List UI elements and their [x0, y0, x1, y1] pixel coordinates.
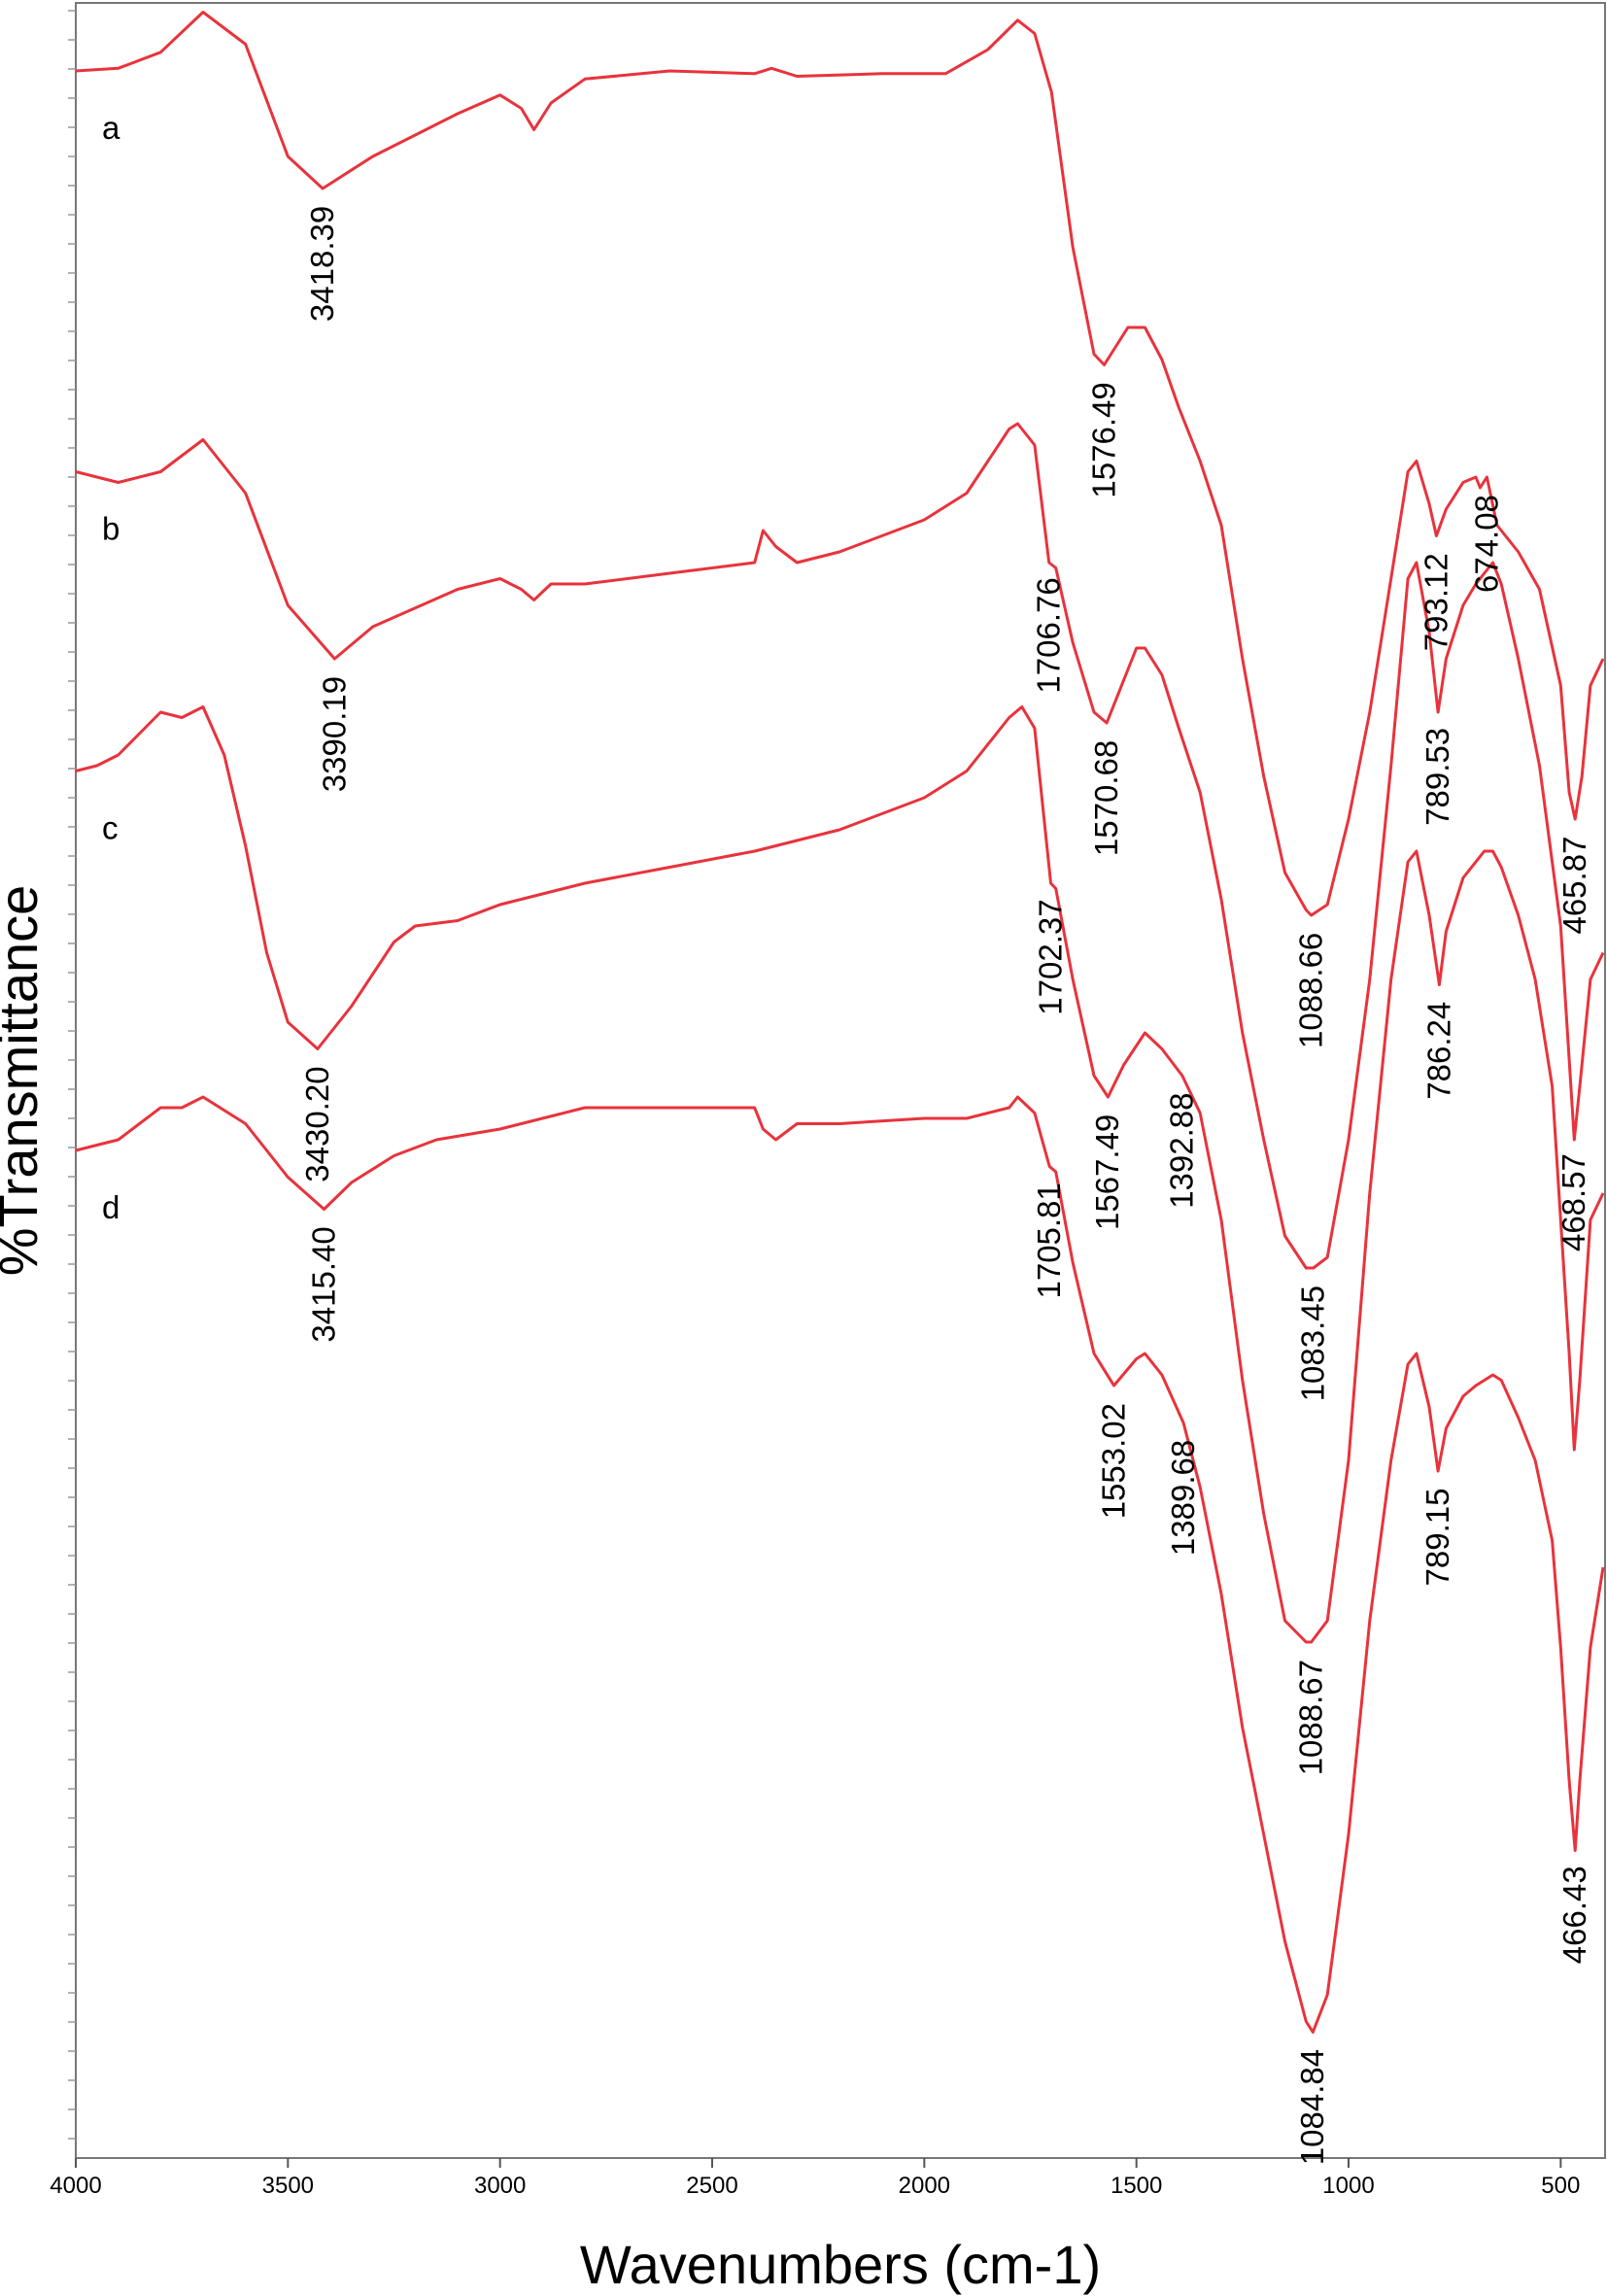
- spectrum-label-a: a: [102, 110, 120, 146]
- spectrum-line-b: [75, 422, 1605, 1270]
- x-axis-title: Wavenumbers (cm-1): [580, 2234, 1101, 2295]
- spectrum-label-d: d: [102, 1189, 120, 1225]
- peak-label: 1567.49: [1089, 1114, 1125, 1230]
- peak-label: 1392.88: [1163, 1093, 1199, 1209]
- spectrum-line-d: [75, 1095, 1605, 2034]
- peak-label: 789.53: [1419, 728, 1455, 826]
- x-tick-label: 3000: [474, 2173, 526, 2199]
- peak-label: 1553.02: [1096, 1403, 1132, 1519]
- peak-label: 1083.45: [1295, 1285, 1331, 1401]
- x-tick-label: 2000: [899, 2173, 950, 2199]
- peak-label: 793.12: [1418, 553, 1453, 651]
- x-tick-label: 3500: [262, 2173, 314, 2199]
- peak-label: 1705.81: [1031, 1182, 1067, 1298]
- peak-label: 786.24: [1420, 1002, 1456, 1100]
- peak-label: 789.15: [1419, 1489, 1455, 1587]
- spectrum-labels: a b c d: [102, 110, 120, 1225]
- y-axis-title: %Transmittance: [0, 885, 49, 1277]
- peak-label: 1088.67: [1292, 1660, 1328, 1775]
- peak-label: 1570.68: [1088, 740, 1124, 856]
- x-tick-label: 1000: [1322, 2173, 1374, 2199]
- peak-label: 465.87: [1556, 837, 1592, 935]
- peak-label: 1088.66: [1292, 933, 1328, 1048]
- series-layer: [75, 11, 1605, 2034]
- peak-label: 1702.37: [1032, 899, 1068, 1014]
- spectrum-label-c: c: [102, 810, 119, 846]
- peak-labels: 3418.39 1576.49 793.12 674.08 465.87 1088.66 3…: [299, 206, 1592, 2165]
- spectrum-line-c: [75, 705, 1605, 1644]
- peak-label: 3430.20: [299, 1066, 335, 1182]
- x-tick-label: 1500: [1111, 2173, 1162, 2199]
- x-tick-label: 2500: [686, 2173, 737, 2199]
- x-tick-label: 4000: [50, 2173, 101, 2199]
- y-minor-ticks: [68, 10, 76, 2140]
- spectrum-label-b: b: [102, 511, 120, 547]
- peak-label: 1084.84: [1294, 2049, 1330, 2165]
- peak-label: 3390.19: [316, 676, 352, 792]
- peak-label: 3418.39: [304, 206, 340, 322]
- peak-label: 1389.68: [1165, 1440, 1201, 1556]
- x-tick-label: 500: [1541, 2173, 1580, 2199]
- spectrum-line-a: [75, 11, 1605, 917]
- peak-label: 3415.40: [305, 1226, 341, 1342]
- peak-label: 1576.49: [1085, 382, 1121, 497]
- peak-label: 1706.76: [1030, 577, 1066, 693]
- peak-label: 674.08: [1468, 495, 1504, 593]
- peak-label: 468.57: [1556, 1153, 1591, 1251]
- x-axis-ticks: 4000 3500 3000 2500 2000 1500 1000 500: [50, 2158, 1580, 2199]
- plot-frame: [75, 2, 1606, 2159]
- peak-label: 466.43: [1556, 1866, 1592, 1964]
